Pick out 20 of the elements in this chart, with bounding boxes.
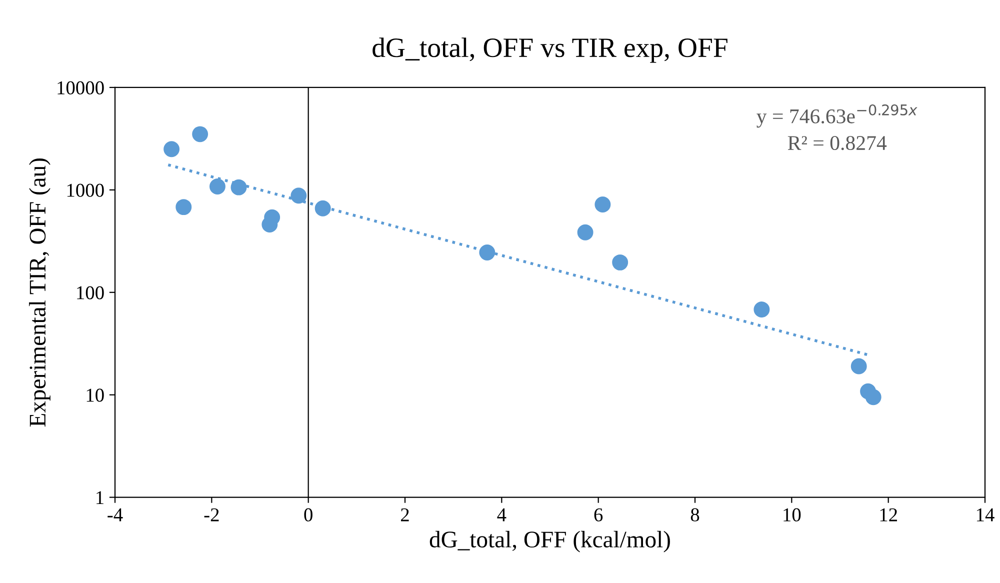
y-tick-label: 100 — [77, 286, 104, 300]
y-tick-label: 1000 — [67, 184, 104, 197]
x-tick-label: 8 — [690, 508, 700, 522]
x-tick-label: -2 — [204, 508, 219, 522]
x-tick-label: 2 — [400, 508, 409, 522]
chart-title: dG_total, OFF vs TIR exp, OFF — [372, 38, 728, 63]
y-tick-label: 1 — [96, 491, 104, 504]
x-tick-label: -4 — [108, 508, 123, 522]
annotation: y = 746.63e$^{−0.295x}$ — [756, 104, 918, 128]
x-tick-label: 6 — [594, 508, 603, 522]
x-tick-label: 4 — [497, 508, 506, 522]
y-tick-label: 10 — [86, 388, 104, 402]
x-tick-label: 14 — [976, 508, 994, 522]
x-tick-label: 10 — [784, 508, 801, 522]
x-tick-label: 0 — [304, 508, 312, 522]
x-tick-label: 12 — [880, 508, 897, 522]
annotation: R² = 0.8274 — [788, 136, 887, 150]
x-axis-title: dG_total, OFF (kcal/mol) — [430, 530, 670, 552]
y-tick-label: 10000 — [58, 81, 104, 94]
y-axis-title: Experimental TIR, OFF (au) — [29, 158, 50, 427]
